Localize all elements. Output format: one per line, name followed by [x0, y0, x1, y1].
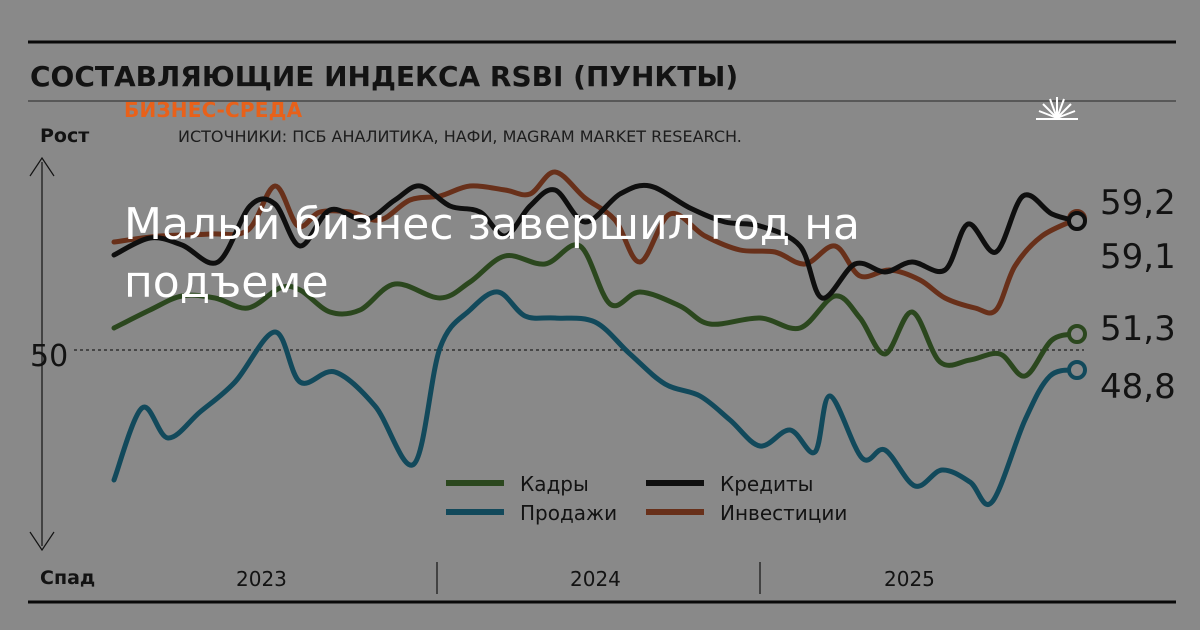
end-marker-kadry: [1067, 324, 1087, 344]
series-line-kadry: [111, 242, 1080, 379]
legend-label-prodazhi: Продажи: [520, 501, 617, 525]
headline: Малый бизнес завершил год на подъеме: [124, 199, 860, 308]
legend-label-kadry: Кадры: [520, 472, 589, 496]
end-label-prodazhi: 48,8: [1100, 367, 1176, 407]
series-line-investicii: [111, 169, 1080, 316]
series-line-kredity: [111, 182, 1080, 301]
end-label-investicii: 59,1: [1100, 237, 1176, 277]
legend: Кадры Продажи Кредиты Инвестиции: [446, 472, 847, 525]
period-label-2024: 2024: [570, 567, 621, 591]
end-value-labels: 59,2 59,1 51,3 48,8: [1100, 183, 1176, 407]
fan-logo-icon: [1036, 97, 1078, 120]
end-marker-kredity: [1067, 211, 1087, 231]
chart-title: СОСТАВЛЯЮЩИЕ ИНДЕКСА RSBI (ПУНКТЫ): [30, 60, 738, 93]
legend-label-kredity: Кредиты: [720, 472, 813, 496]
y-top-label: Рост: [40, 125, 89, 147]
legend-label-investicii: Инвестиции: [720, 501, 847, 525]
period-label-2025: 2025: [884, 567, 935, 591]
reference-label: 50: [30, 339, 68, 374]
series-line-prodazhi: [111, 289, 1080, 507]
period-label-2023: 2023: [236, 567, 287, 591]
brand-label: БИЗНЕС-СРЕДА: [124, 98, 303, 122]
y-bottom-label: Спад: [40, 567, 95, 589]
series-layer: [111, 169, 1087, 507]
growth-decline-arrow: [29, 156, 55, 552]
end-label-kadry: 51,3: [1100, 309, 1176, 349]
end-marker-prodazhi: [1067, 360, 1087, 380]
end-label-kredity: 59,2: [1100, 183, 1176, 223]
source-note: ИСТОЧНИКИ: ПСБ АНАЛИТИКА, НАФИ, MAGRAM M…: [178, 127, 742, 146]
